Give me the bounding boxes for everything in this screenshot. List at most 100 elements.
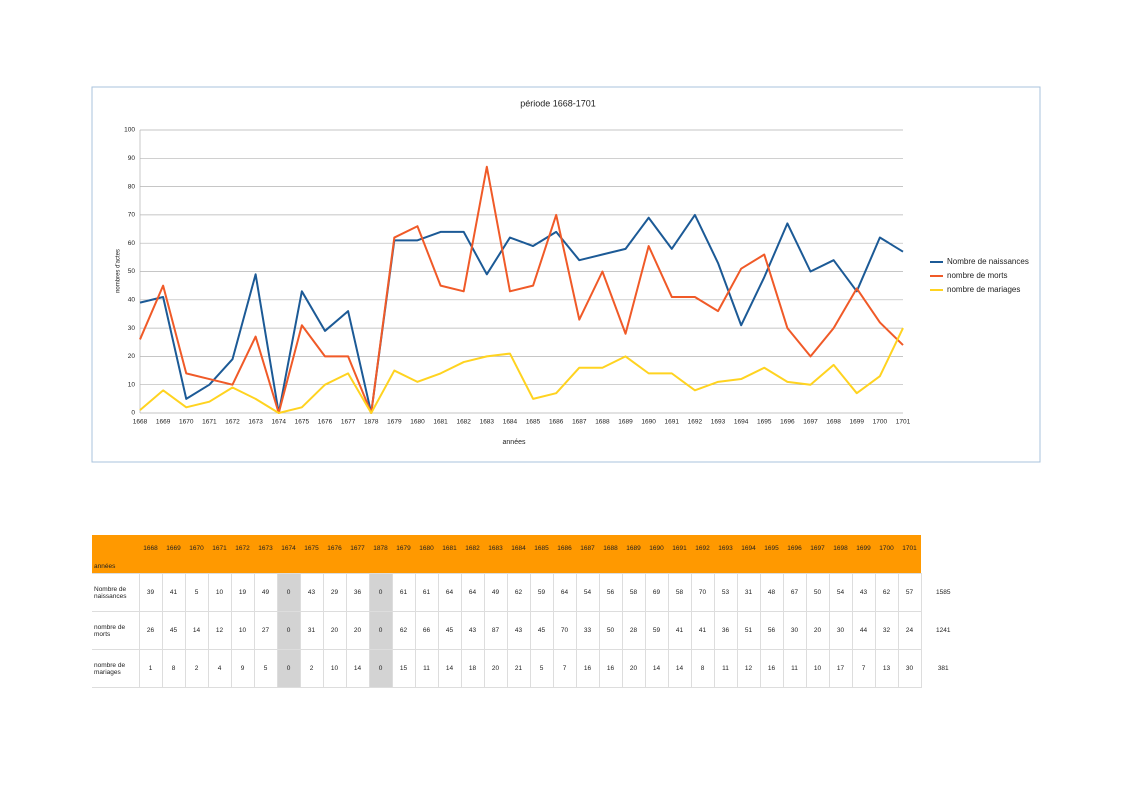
header-year: 1679 <box>392 535 415 574</box>
value-cell: 0 <box>368 573 393 612</box>
x-tick-label: 1878 <box>364 419 379 426</box>
header-year: 1698 <box>829 535 852 574</box>
value-cell: 58 <box>667 573 692 612</box>
x-axis-label: années <box>503 439 526 446</box>
value-cell: 48 <box>759 573 784 612</box>
value-cell: 31 <box>736 573 761 612</box>
value-cell: 49 <box>483 573 508 612</box>
header-year: 1694 <box>737 535 760 574</box>
x-tick-label: 1698 <box>826 419 841 426</box>
header-year: 1686 <box>553 535 576 574</box>
value-cell: 41 <box>690 611 715 650</box>
value-cell: 20 <box>322 611 347 650</box>
value-cell: 10 <box>805 649 830 688</box>
total-cell: 1585 <box>936 589 951 596</box>
x-tick-label: 1673 <box>248 419 263 426</box>
value-cell: 12 <box>736 649 761 688</box>
value-cell: 5 <box>529 649 554 688</box>
value-cell: 56 <box>759 611 784 650</box>
y-axis-label: nombres d'actes <box>116 249 122 293</box>
value-cell: 0 <box>368 649 393 688</box>
y-tick-label: 10 <box>128 381 136 388</box>
header-year: 1700 <box>875 535 898 574</box>
table-row: années 1668 1669 1670 1671 1672 1673 1674 1675 16… <box>92 535 965 574</box>
value-cell: 5 <box>184 573 209 612</box>
x-tick-label: 1685 <box>526 419 541 426</box>
header-year: 1697 <box>806 535 829 574</box>
value-cell: 27 <box>253 611 278 650</box>
value-cell: 13 <box>874 649 899 688</box>
header-year: 1688 <box>599 535 622 574</box>
value-cell: 11 <box>414 649 439 688</box>
y-tick-label: 80 <box>128 183 136 190</box>
header-year: 1681 <box>438 535 461 574</box>
value-cell: 56 <box>598 573 623 612</box>
x-tick-label: 1701 <box>896 419 911 426</box>
value-cell: 45 <box>161 611 186 650</box>
total-cell: 381 <box>937 665 949 672</box>
value-cell: 14 <box>345 649 370 688</box>
value-cell: 2 <box>184 649 209 688</box>
header-total <box>921 535 965 574</box>
value-cell: 51 <box>736 611 761 650</box>
value-cell: 18 <box>460 649 485 688</box>
x-tick-label: 1670 <box>179 419 194 426</box>
value-cell: 12 <box>207 611 232 650</box>
value-cell: 43 <box>506 611 531 650</box>
chart-title: période 1668-1701 <box>520 98 596 108</box>
value-cell: 4 <box>207 649 232 688</box>
value-cell: 57 <box>897 573 922 612</box>
header-year: 1677 <box>346 535 369 574</box>
header-year: 1669 <box>162 535 185 574</box>
value-cell: 14 <box>184 611 209 650</box>
legend-label: nombre de morts <box>947 271 1007 280</box>
value-cell: 43 <box>851 573 876 612</box>
y-tick-label: 20 <box>128 353 136 360</box>
value-cell: 20 <box>345 611 370 650</box>
value-cell: 2 <box>299 649 324 688</box>
x-tick-label: 1686 <box>549 419 564 426</box>
series-line <box>139 165 904 414</box>
header-year: 1673 <box>254 535 277 574</box>
header-year: 1670 <box>185 535 208 574</box>
value-cell: 59 <box>529 573 554 612</box>
value-cell: 20 <box>621 649 646 688</box>
value-cell: 70 <box>690 573 715 612</box>
series-line <box>139 213 904 414</box>
table-row: Nombre de naissances 39 41 5 10 19 49 0 43 29 36 0 6… <box>92 573 965 612</box>
header-year: 1682 <box>461 535 484 574</box>
x-tick-label: 1687 <box>572 419 587 426</box>
header-year: 1878 <box>369 535 392 574</box>
value-cell: 59 <box>644 611 669 650</box>
y-tick-label: 70 <box>128 212 136 219</box>
value-cell: 33 <box>575 611 600 650</box>
header-year: 1699 <box>852 535 875 574</box>
x-tick-label: 1668 <box>133 419 148 426</box>
value-cell: 7 <box>851 649 876 688</box>
value-cell: 28 <box>621 611 646 650</box>
header-year: 1693 <box>714 535 737 574</box>
value-cell: 39 <box>138 573 163 612</box>
header-year: 1674 <box>277 535 300 574</box>
x-tick-label: 1694 <box>734 419 749 426</box>
value-cell: 10 <box>230 611 255 650</box>
value-cell: 67 <box>782 573 807 612</box>
value-cell: 17 <box>828 649 853 688</box>
row-label: Nombre de naissances <box>92 573 140 612</box>
value-cell: 0 <box>368 611 393 650</box>
value-cell: 31 <box>299 611 324 650</box>
value-cell: 44 <box>851 611 876 650</box>
x-tick-label: 1695 <box>757 419 772 426</box>
value-cell: 8 <box>161 649 186 688</box>
header-label: années <box>92 535 139 574</box>
value-cell: 16 <box>759 649 784 688</box>
legend-label: Nombre de naissances <box>947 257 1029 266</box>
data-table: années 1668 1669 1670 1671 1672 1673 1674 1675 16… <box>92 535 965 688</box>
value-cell: 64 <box>437 573 462 612</box>
value-cell: 21 <box>506 649 531 688</box>
header-year: 1687 <box>576 535 599 574</box>
y-tick-label: 40 <box>128 297 136 304</box>
value-cell: 87 <box>483 611 508 650</box>
